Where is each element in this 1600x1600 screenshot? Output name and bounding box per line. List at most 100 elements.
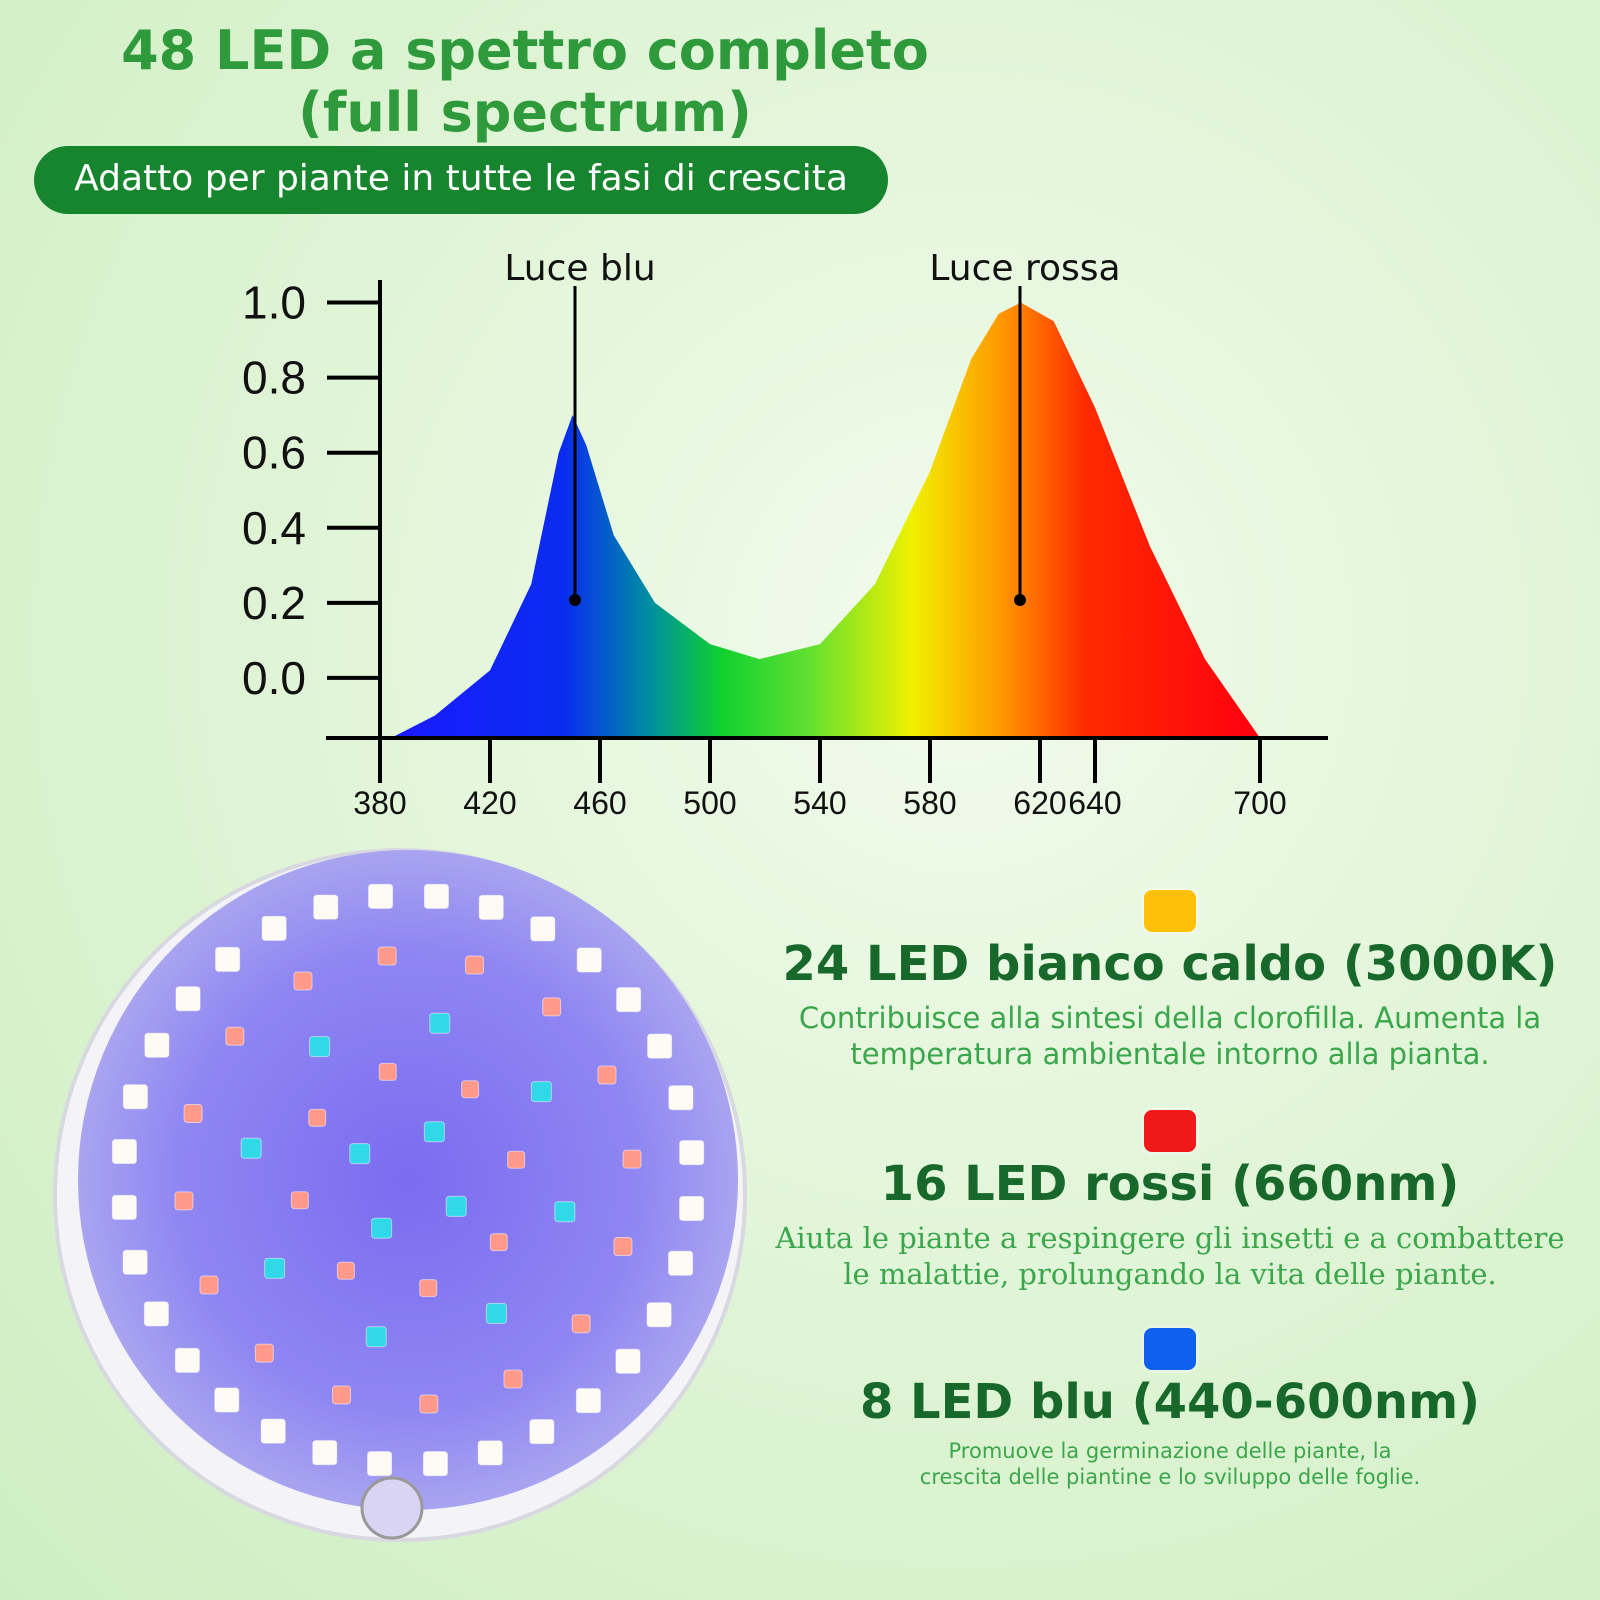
led-chip bbox=[613, 1236, 633, 1256]
title: 48 LED a spettro completo (full spectrum… bbox=[121, 19, 929, 144]
led-chip bbox=[122, 1249, 148, 1275]
cable-hole bbox=[360, 1476, 424, 1540]
led-chip bbox=[368, 883, 394, 909]
led-chip bbox=[199, 1275, 219, 1295]
led-chip bbox=[423, 883, 449, 909]
y-tick-label: 0.8 bbox=[242, 352, 306, 404]
led-chip bbox=[367, 1451, 393, 1477]
led-chip bbox=[371, 1217, 393, 1239]
x-tick-label: 540 bbox=[793, 785, 846, 821]
x-tick-label: 580 bbox=[903, 785, 956, 821]
led-chip bbox=[554, 1201, 576, 1223]
led-chip bbox=[668, 1250, 694, 1276]
led-chip bbox=[308, 1108, 327, 1127]
led-chip bbox=[461, 1080, 480, 1099]
led-chip bbox=[225, 1026, 245, 1046]
led-chip bbox=[646, 1302, 672, 1328]
led-description: Aiuta le piante a respingere gli insetti… bbox=[775, 1221, 1565, 1291]
color-swatch bbox=[1144, 1110, 1196, 1152]
y-tick-label: 0.4 bbox=[242, 502, 306, 554]
led-chip bbox=[313, 894, 339, 920]
led-chip bbox=[122, 1084, 148, 1110]
led-chip bbox=[622, 1149, 642, 1169]
led-chip bbox=[529, 1419, 555, 1445]
led-chip bbox=[530, 1081, 552, 1103]
led-chip bbox=[507, 1150, 526, 1169]
led-chip bbox=[445, 1195, 467, 1217]
led-chip bbox=[261, 915, 287, 941]
y-tick-label: 0.6 bbox=[242, 427, 306, 479]
led-chip bbox=[349, 1143, 371, 1165]
x-tick-label: 640 bbox=[1068, 785, 1121, 821]
led-chip bbox=[365, 1326, 387, 1348]
led-type: 16 LED rossi (660nm) Aiuta le piante a re… bbox=[760, 1110, 1580, 1292]
led-heading: 16 LED rossi (660nm) bbox=[880, 1156, 1460, 1212]
led-chip bbox=[647, 1033, 673, 1059]
spectrum-area bbox=[391, 302, 1260, 738]
led-description: Contribuisce alla sintesi della clorofil… bbox=[798, 1001, 1542, 1071]
subtitle: Adatto per piante in tutte le fasi di cr… bbox=[34, 146, 888, 214]
x-tick-label: 500 bbox=[683, 785, 736, 821]
led-chip bbox=[377, 946, 397, 966]
led-chip bbox=[240, 1137, 262, 1159]
y-tick-label: 0.0 bbox=[242, 652, 306, 704]
led-chip bbox=[530, 916, 556, 942]
led-chip bbox=[174, 1347, 200, 1373]
led-chip bbox=[111, 1194, 137, 1220]
led-chip bbox=[144, 1032, 170, 1058]
led-chip bbox=[576, 947, 602, 973]
x-tick-label: 460 bbox=[573, 785, 626, 821]
x-tick-label: 380 bbox=[353, 785, 406, 821]
led-chip bbox=[312, 1440, 338, 1466]
led-board bbox=[78, 850, 738, 1510]
y-tick-label: 1.0 bbox=[242, 277, 306, 329]
led-chip bbox=[309, 1036, 331, 1058]
led-chip bbox=[615, 1348, 641, 1374]
led-chip bbox=[419, 1279, 438, 1298]
led-chip bbox=[575, 1388, 601, 1414]
led-chip bbox=[542, 997, 562, 1017]
x-tick-label: 700 bbox=[1233, 785, 1286, 821]
led-chip bbox=[668, 1085, 694, 1111]
led-chip bbox=[264, 1257, 286, 1279]
annotation: Luce rossa bbox=[929, 248, 1120, 289]
led-chip bbox=[332, 1385, 352, 1405]
led-chip bbox=[597, 1065, 617, 1085]
led-chip bbox=[215, 946, 241, 972]
led-chip bbox=[679, 1195, 705, 1221]
led-chip bbox=[378, 1062, 397, 1081]
annotation-dot bbox=[569, 594, 581, 606]
led-chip bbox=[174, 1191, 194, 1211]
led-chip bbox=[293, 971, 313, 991]
led-type: 8 LED blu (440-600nm) Promuove la germina… bbox=[760, 1328, 1580, 1490]
led-chip bbox=[679, 1140, 705, 1166]
led-chip bbox=[503, 1369, 523, 1389]
led-chip bbox=[111, 1139, 137, 1165]
led-chip bbox=[175, 986, 201, 1012]
x-tick-label: 420 bbox=[463, 785, 516, 821]
led-chip bbox=[143, 1301, 169, 1327]
led-chip bbox=[214, 1387, 240, 1413]
led-chip bbox=[422, 1451, 448, 1477]
led-chip bbox=[183, 1104, 203, 1124]
led-heading: 24 LED bianco caldo (3000K) bbox=[782, 936, 1558, 992]
led-chip bbox=[478, 894, 504, 920]
led-chip bbox=[336, 1261, 355, 1280]
led-chip bbox=[464, 955, 484, 975]
led-chip bbox=[254, 1343, 274, 1363]
led-chip bbox=[260, 1418, 286, 1444]
y-tick-label: 0.2 bbox=[242, 577, 306, 629]
color-swatch bbox=[1144, 1328, 1196, 1370]
led-chip bbox=[419, 1394, 439, 1414]
led-heading: 8 LED blu (440-600nm) bbox=[859, 1374, 1481, 1430]
led-chip bbox=[485, 1302, 507, 1324]
led-type: 24 LED bianco caldo (3000K) Contribuisce … bbox=[760, 890, 1580, 1072]
led-chip bbox=[477, 1440, 503, 1466]
color-swatch bbox=[1144, 890, 1196, 932]
led-chip bbox=[571, 1314, 591, 1334]
led-chip bbox=[290, 1191, 309, 1210]
led-chip bbox=[423, 1121, 445, 1143]
led-chip bbox=[489, 1233, 508, 1252]
